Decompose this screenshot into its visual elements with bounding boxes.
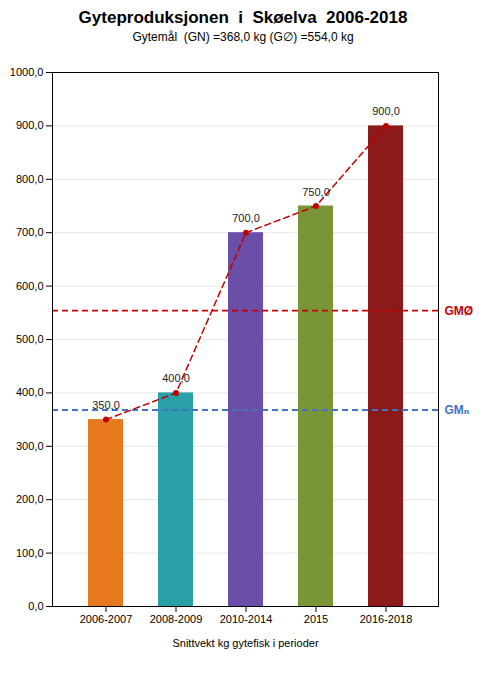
- svg-text:400,0: 400,0: [16, 386, 44, 398]
- svg-text:2015: 2015: [304, 613, 328, 625]
- svg-text:600,0: 600,0: [16, 280, 44, 292]
- svg-text:0,0: 0,0: [28, 600, 43, 612]
- svg-text:350,0: 350,0: [92, 399, 120, 411]
- svg-text:1000,0: 1000,0: [10, 66, 44, 78]
- svg-text:300,0: 300,0: [16, 440, 44, 452]
- svg-text:GMØ: GMØ: [445, 304, 474, 318]
- svg-text:100,0: 100,0: [16, 547, 44, 559]
- svg-text:Snittvekt kg gytefisk i period: Snittvekt kg gytefisk i perioder: [172, 637, 318, 649]
- svg-text:900,0: 900,0: [16, 119, 44, 131]
- svg-text:900,0: 900,0: [372, 105, 400, 117]
- svg-text:2010-2014: 2010-2014: [220, 613, 273, 625]
- html-text:Gyteproduksjonen i Skøelva 200: Gyteproduksjonen i Skøelva 2006-2018: [78, 8, 408, 27]
- svg-text:400,0: 400,0: [162, 372, 190, 384]
- svg-text:2008-2009: 2008-2009: [150, 613, 203, 625]
- svg-text:2016-2018: 2016-2018: [360, 613, 413, 625]
- svg-text:700,0: 700,0: [16, 226, 44, 238]
- svg-text:200,0: 200,0: [16, 493, 44, 505]
- html-text:Gytemål (GN) =368,0 kg (G∅) =5: Gytemål (GN) =368,0 kg (G∅) =554,0 kg: [132, 30, 354, 44]
- svg-text:GMₙ: GMₙ: [445, 403, 470, 417]
- svg-text:2006-2007: 2006-2007: [80, 613, 133, 625]
- svg-text:700,0: 700,0: [232, 212, 260, 224]
- svg-text:500,0: 500,0: [16, 333, 44, 345]
- svg-text:800,0: 800,0: [16, 173, 44, 185]
- svg-text:750,0: 750,0: [302, 186, 330, 198]
